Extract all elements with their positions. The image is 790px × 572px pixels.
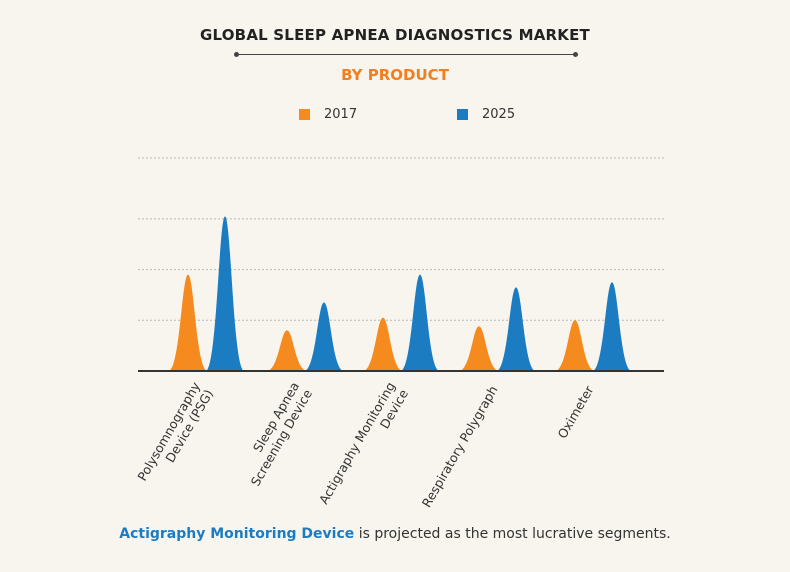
peak-2017-3: [460, 326, 498, 371]
peak-2025-4: [593, 282, 631, 371]
peak-2025-3: [497, 287, 535, 371]
legend-label-2025: 2025: [482, 107, 516, 122]
category-label-line: Oximeter: [554, 382, 597, 441]
category-label-4: Oximeter: [554, 382, 597, 441]
category-label-line: Respiratory Polygraph: [419, 383, 501, 510]
legend-item-2017: 2017: [299, 107, 357, 122]
footer-text: is projected as the most lucrative segme…: [354, 526, 671, 542]
peak-2017-4: [556, 320, 594, 371]
category-label-0: PolysomnographyDevice (PSG): [134, 379, 216, 491]
chart-subtitle: BY PRODUCT: [341, 66, 449, 84]
category-label-2: Actigraphy MonitoringDevice: [316, 379, 411, 514]
legend-swatch-2017: [299, 109, 310, 120]
footer-note: Actigraphy Monitoring Device is projecte…: [0, 526, 790, 542]
legend-swatch-2025: [457, 109, 468, 120]
peak-2025-1: [305, 302, 343, 371]
peak-2025-0: [206, 216, 244, 371]
legend-label-2017: 2017: [324, 107, 358, 122]
chart-title: GLOBAL SLEEP APNEA DIAGNOSTICS MARKET: [200, 26, 590, 44]
category-label-line: Actigraphy Monitoring: [316, 379, 398, 506]
peak-2017-2: [364, 317, 402, 371]
title-divider: [234, 52, 578, 57]
peak-2017-1: [268, 330, 306, 371]
category-label-1: Sleep ApneaScreening Device: [235, 379, 316, 489]
category-label-3: Respiratory Polygraph: [419, 383, 501, 510]
legend-item-2025: 2025: [457, 107, 515, 122]
chart-area: PolysomnographyDevice (PSG) Sleep ApneaSc…: [134, 157, 664, 514]
peak-2017-0: [169, 274, 207, 371]
footer-highlight: Actigraphy Monitoring Device: [119, 526, 355, 542]
peak-2025-2: [401, 274, 439, 371]
